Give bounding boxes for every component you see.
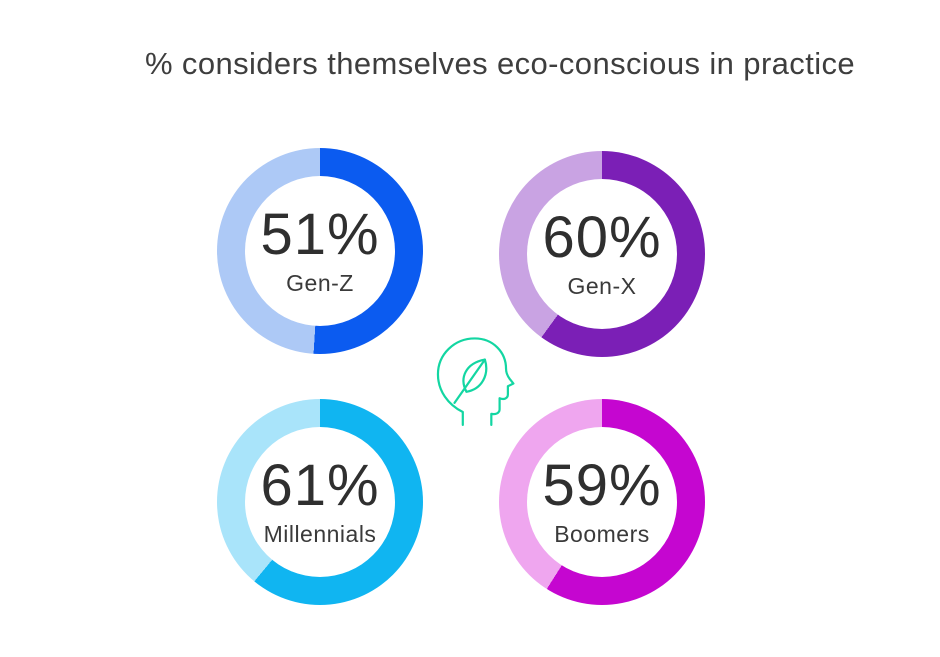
donut-millennials-label: Millennials — [263, 520, 377, 547]
donut-gen-x-value: 60% — [542, 205, 662, 271]
donut-millennials: 61% Millennials — [217, 399, 423, 605]
donut-gen-z-label: Gen-Z — [286, 269, 354, 296]
leaf-icon — [462, 358, 488, 393]
leaf-stem-line — [453, 358, 486, 404]
donut-gen-z-hole: 51% Gen-Z — [245, 176, 395, 326]
donut-millennials-hole: 61% Millennials — [245, 427, 395, 577]
donut-gen-x: 60% Gen-X — [499, 151, 705, 357]
head-profile-icon — [436, 337, 515, 427]
donut-gen-x-label: Gen-X — [567, 272, 637, 299]
donut-boomers-value: 59% — [542, 453, 662, 519]
donut-millennials-value: 61% — [260, 453, 380, 519]
donut-boomers-label: Boomers — [554, 520, 650, 547]
donut-gen-x-hole: 60% Gen-X — [527, 179, 677, 329]
donut-boomers: 59% Boomers — [499, 399, 705, 605]
chart-title: % considers themselves eco-conscious in … — [144, 46, 856, 81]
eco-mind-head-leaf-icon — [426, 328, 518, 428]
donut-boomers-hole: 59% Boomers — [527, 427, 677, 577]
donut-gen-z-value: 51% — [260, 202, 380, 268]
donut-gen-z: 51% Gen-Z — [217, 148, 423, 354]
